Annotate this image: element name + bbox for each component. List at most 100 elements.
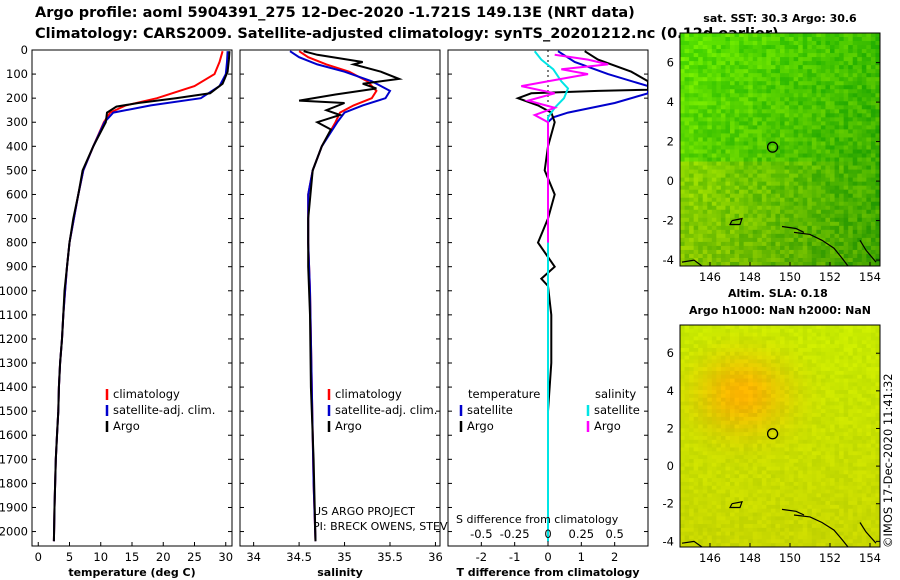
- heat-cell: [757, 432, 763, 437]
- heat-cell: [748, 501, 754, 506]
- heat-cell: [739, 455, 745, 460]
- heat-cell: [816, 401, 822, 406]
- heat-cell: [866, 133, 872, 138]
- heat-cell: [839, 401, 845, 406]
- heat-cell: [830, 370, 835, 376]
- heat-cell: [757, 455, 763, 460]
- heat-cell: [816, 53, 822, 58]
- heat-cell: [793, 466, 799, 471]
- heat-cell: [684, 133, 690, 138]
- heat-cell: [861, 332, 867, 337]
- heat-cell: [775, 478, 781, 483]
- heat-cell: [757, 97, 763, 102]
- heat-cell: [720, 97, 726, 102]
- heat-cell: [784, 33, 790, 38]
- heat-cell: [834, 149, 840, 154]
- heat-cell: [793, 149, 799, 154]
- heat-cell: [802, 478, 808, 483]
- heat-cell: [816, 125, 822, 130]
- heat-cell: [843, 370, 849, 376]
- heat-cell: [698, 117, 704, 122]
- heat-cell: [757, 61, 763, 66]
- heat-cell: [707, 501, 713, 506]
- heat-cell: [702, 105, 708, 110]
- heat-cell: [780, 382, 785, 387]
- heat-cell: [739, 397, 745, 402]
- heat-cell: [825, 69, 831, 74]
- heat-cell: [866, 397, 872, 402]
- heat-cell: [680, 57, 685, 62]
- heat-cell: [711, 481, 717, 487]
- heat-cell: [866, 409, 872, 414]
- heat-cell: [820, 113, 826, 118]
- heat-cell: [870, 33, 876, 38]
- heat-cell: [725, 61, 731, 66]
- heat-cell: [770, 225, 776, 231]
- heat-cell: [757, 347, 763, 353]
- heat-cell: [793, 201, 799, 207]
- heat-cell: [784, 197, 790, 203]
- heat-cell: [843, 145, 849, 150]
- heat-cell: [793, 133, 799, 138]
- heat-cell: [720, 355, 726, 360]
- heat-cell: [716, 443, 722, 448]
- heat-cell: [720, 397, 726, 402]
- heat-cell: [825, 65, 831, 70]
- heat-cell: [711, 367, 717, 372]
- heat-cell: [830, 347, 835, 353]
- heat-cell: [689, 351, 695, 357]
- heat-cell: [816, 481, 822, 487]
- heat-cell: [725, 466, 731, 471]
- heat-cell: [825, 61, 831, 66]
- heat-cell: [711, 49, 717, 54]
- heat-cell: [761, 73, 767, 78]
- heat-cell: [761, 447, 767, 452]
- heat-cell: [825, 229, 831, 235]
- heat-cell: [820, 497, 826, 502]
- heat-cell: [843, 249, 849, 255]
- heat-cell: [707, 133, 713, 138]
- heat-cell: [780, 53, 785, 58]
- heat-cell: [866, 77, 872, 82]
- heat-cell: [761, 225, 767, 231]
- heat-cell: [743, 169, 749, 175]
- heat-cell: [766, 501, 772, 506]
- heat-cell: [761, 493, 767, 498]
- heat-cell: [775, 157, 781, 162]
- heat-cell: [766, 497, 772, 502]
- heat-cell: [870, 428, 876, 433]
- heat-cell: [852, 253, 858, 259]
- heat-cell: [802, 439, 808, 445]
- heat-cell: [811, 332, 817, 337]
- heat-cell: [761, 478, 767, 483]
- heat-cell: [702, 481, 708, 487]
- heat-cell: [775, 355, 781, 360]
- heat-cell: [748, 233, 754, 239]
- heat-cell: [770, 474, 776, 479]
- heat-cell: [834, 173, 840, 179]
- heat-cell: [848, 85, 854, 90]
- heat-cell: [857, 221, 863, 227]
- heat-cell: [861, 436, 867, 441]
- heat-cell: [820, 213, 826, 219]
- heat-cell: [734, 508, 740, 513]
- heat-cell: [748, 77, 754, 82]
- heat-cell: [780, 161, 785, 166]
- heat-cell: [680, 409, 685, 414]
- heat-cell: [757, 405, 763, 410]
- heat-cell: [730, 393, 735, 399]
- heat-cell: [757, 332, 763, 337]
- heat-cell: [707, 397, 713, 402]
- heat-cell: [789, 436, 795, 441]
- heat-cell: [784, 185, 790, 191]
- heat-cell: [798, 261, 804, 267]
- heat-cell: [711, 189, 717, 195]
- heat-cell: [761, 340, 767, 345]
- heat-cell: [693, 397, 699, 402]
- heat-cell: [780, 374, 785, 379]
- heat-cell: [843, 129, 849, 134]
- heat-cells: [680, 33, 881, 267]
- heat-cell: [789, 221, 795, 227]
- heat-cell: [793, 33, 799, 38]
- heat-cell: [739, 65, 745, 70]
